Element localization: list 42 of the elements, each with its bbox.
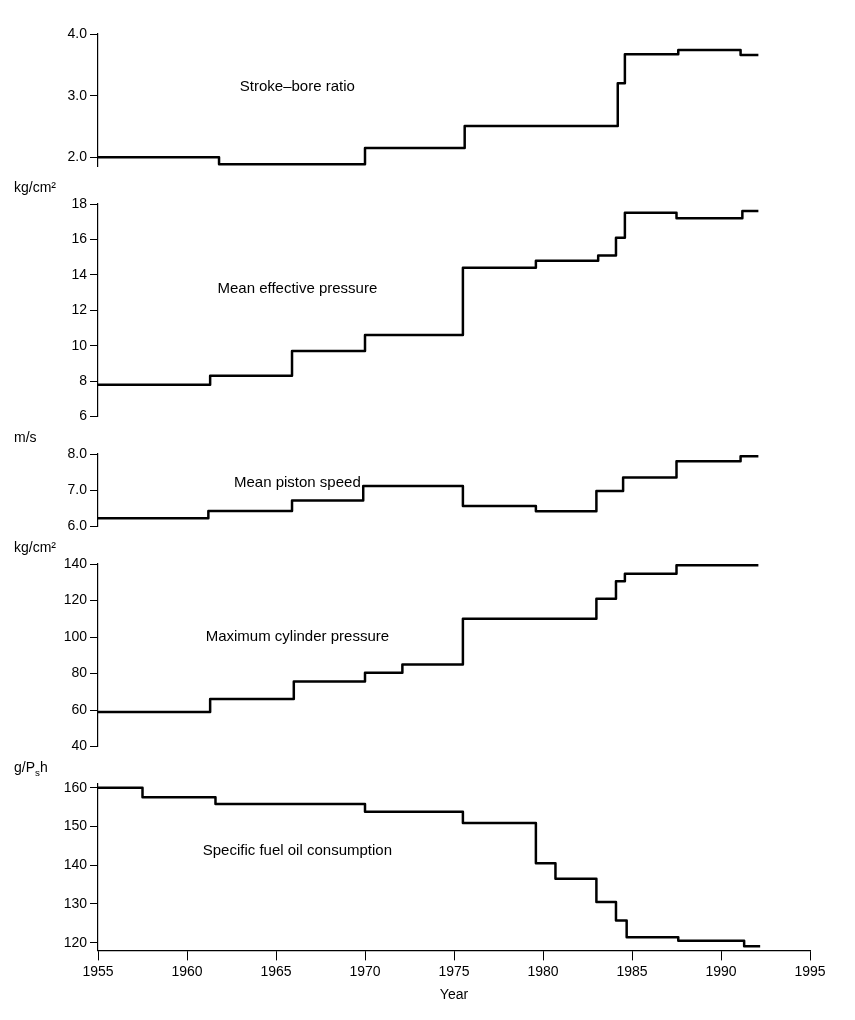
x-tick-label: 1955 <box>82 962 114 979</box>
text: Maximum cylinder pressure <box>205 627 390 645</box>
y-tick-label: 8.0 <box>67 444 88 461</box>
y-tick-label: 6 <box>79 407 88 424</box>
x-tick-label: 1960 <box>171 962 203 979</box>
y-tick-label: 8 <box>79 372 88 389</box>
x-tick-label: 1980 <box>527 962 559 979</box>
text: Mean effective pressure <box>217 279 378 297</box>
y-tick-label: 3.0 <box>67 86 88 103</box>
y-axis-title: kg/cm² <box>14 539 57 555</box>
y-axis-title: kg/cm² <box>14 179 57 195</box>
y-tick-label: 140 <box>63 856 88 873</box>
text: Specific fuel oil consumption <box>202 840 392 858</box>
y-tick-label: 80 <box>71 664 88 681</box>
y-tick-label: 120 <box>63 933 88 950</box>
x-tick-label: 1975 <box>438 962 470 979</box>
y-tick-label: 150 <box>63 817 88 834</box>
y-tick-label: 14 <box>71 265 88 282</box>
y-tick-label: 4.0 <box>67 24 88 41</box>
x-tick-label: 1985 <box>616 962 648 979</box>
y-tick-label: 100 <box>63 627 88 644</box>
y-tick-label: 120 <box>63 591 88 608</box>
x-axis-title: Year <box>439 986 469 1003</box>
x-tick-label: 1970 <box>349 962 381 979</box>
y-tick-label: 130 <box>63 894 88 911</box>
y-tick-label: 2.0 <box>67 148 88 165</box>
y-tick-label: 60 <box>71 700 88 717</box>
x-tick-label: 1995 <box>794 962 826 979</box>
y-tick-label: 140 <box>63 554 88 571</box>
y-tick-label: 16 <box>71 230 88 247</box>
y-tick-label: 10 <box>71 336 88 353</box>
y-tick-label: 160 <box>63 778 88 795</box>
y-tick-label: 40 <box>71 737 88 754</box>
y-tick-label: 7.0 <box>67 481 88 498</box>
y-axis-title: m/s <box>14 429 37 445</box>
y-tick-label: 6.0 <box>67 517 88 534</box>
text: Stroke–bore ratio <box>239 77 355 95</box>
y-tick-label: 18 <box>71 194 88 211</box>
text: Mean piston speed <box>233 473 361 491</box>
y-tick-label: 12 <box>71 301 88 318</box>
x-tick-label: 1965 <box>260 962 292 979</box>
x-tick-label: 1990 <box>705 962 737 979</box>
